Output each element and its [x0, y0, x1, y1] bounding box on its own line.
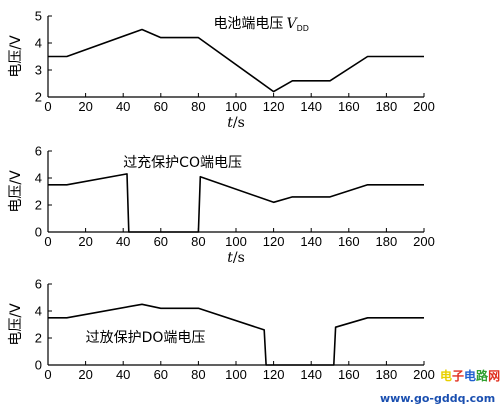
x-axis-label: t/s	[227, 115, 245, 131]
y-tick-label: 4	[35, 304, 42, 319]
watermark-char: 电	[464, 368, 476, 383]
x-tick-label: 40	[116, 234, 130, 249]
y-tick-label: 4	[35, 171, 42, 186]
x-tick-label: 160	[338, 99, 360, 114]
y-axis-label: 电压/V	[8, 35, 24, 78]
y-tick-label: 0	[35, 358, 42, 373]
x-tick-label: 80	[191, 99, 205, 114]
watermark-url: www.go-gddq.com	[380, 392, 495, 405]
x-tick-label: 140	[300, 367, 322, 382]
y-tick-label: 3	[35, 63, 42, 78]
x-tick-label: 200	[413, 99, 435, 114]
x-axis-label-var: t	[227, 250, 233, 266]
x-tick-label: 200	[413, 234, 435, 249]
x-tick-label: 20	[78, 367, 92, 382]
y-tick-label: 6	[35, 144, 42, 159]
x-tick-label: 0	[44, 234, 51, 249]
series-line	[48, 173, 424, 233]
x-tick-label: 120	[263, 99, 285, 114]
x-tick-label: 140	[300, 234, 322, 249]
annotation-text: 过放保护DO端电压	[86, 330, 206, 346]
watermark-char: 子	[452, 369, 464, 383]
series-annotation: 过充保护CO端电压	[123, 155, 242, 171]
x-tick-label: 180	[376, 234, 398, 249]
annotation-subscript: DD	[297, 24, 309, 33]
x-axis-label-var: t	[227, 115, 233, 131]
y-axis-label: 电压/V	[8, 170, 24, 213]
watermark-title: 电子电路网	[440, 368, 500, 383]
watermark-char: 网	[488, 369, 500, 383]
x-axis-label-unit: /s	[233, 250, 245, 266]
y-tick-label: 2	[35, 198, 42, 213]
x-tick-label: 0	[44, 99, 51, 114]
series-line	[48, 28, 424, 93]
x-tick-label: 60	[154, 367, 168, 382]
x-tick-label: 60	[154, 234, 168, 249]
x-tick-label: 40	[116, 99, 130, 114]
x-tick-label: 20	[78, 234, 92, 249]
series-annotation: 电池端电压 VDD	[213, 16, 308, 33]
x-axis-label: t/s	[227, 250, 245, 266]
series-line	[48, 303, 424, 366]
annotation-text: 电池端电压	[213, 16, 283, 32]
chart-panel-vdd: 0 20 40 60 80 100 120 140 160 180 200 2 3 4 5 电压/V t/s 电池…	[8, 9, 435, 132]
x-tick-label: 200	[413, 367, 435, 382]
annotation-text: 过充保护CO端电压	[123, 155, 242, 171]
x-tick-label: 100	[225, 99, 247, 114]
y-tick-label: 4	[35, 36, 42, 51]
x-axis-label-unit: /s	[233, 115, 245, 131]
annotation-symbol: V	[286, 16, 298, 32]
series-annotation: 过放保护DO端电压	[86, 330, 206, 346]
x-tick-label: 0	[44, 367, 51, 382]
x-tick-label: 80	[191, 234, 205, 249]
x-tick-label: 100	[225, 367, 247, 382]
y-tick-label: 5	[35, 9, 42, 24]
x-tick-label: 120	[263, 367, 285, 382]
y-tick-label: 2	[35, 331, 42, 346]
x-tick-label: 120	[263, 234, 285, 249]
x-tick-label: 180	[376, 367, 398, 382]
chart-panel-co: 0 20 40 60 80 100 120 140 160 180 200 0 2 4 6 电压/V t/s 过充…	[8, 144, 435, 267]
y-tick-label: 0	[35, 225, 42, 240]
x-tick-label: 180	[376, 99, 398, 114]
x-tick-label: 160	[338, 234, 360, 249]
chart-panel-do: 0 20 40 60 80 100 120 140 160 180 200 0 2 4 6 电压/V 过放保护D…	[8, 277, 435, 383]
x-tick-label: 80	[191, 367, 205, 382]
watermark-char: 路	[476, 368, 489, 383]
x-tick-label: 60	[154, 99, 168, 114]
y-axis-label: 电压/V	[8, 303, 24, 346]
y-tick-label: 6	[35, 277, 42, 292]
watermark-char: 电	[440, 368, 452, 383]
x-tick-label: 140	[300, 99, 322, 114]
x-tick-label: 40	[116, 367, 130, 382]
x-tick-label: 160	[338, 367, 360, 382]
y-tick-label: 2	[35, 90, 42, 105]
x-tick-label: 20	[78, 99, 92, 114]
x-tick-label: 100	[225, 234, 247, 249]
